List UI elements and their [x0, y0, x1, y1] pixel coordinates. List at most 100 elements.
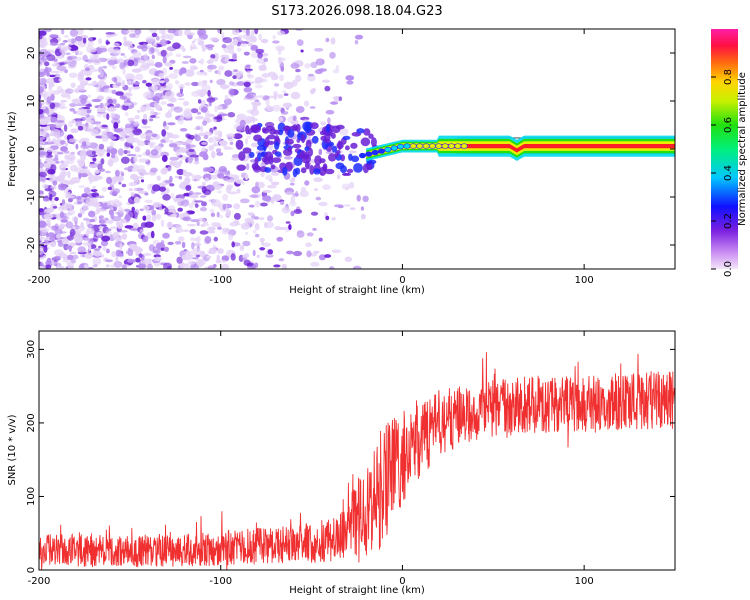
spectrogram-speckle-cell: [52, 157, 59, 162]
spectrogram-strong-cell: [304, 124, 312, 134]
spectrogram-speckle-cell: [134, 214, 138, 220]
spectrogram-speckle-cell: [235, 179, 244, 184]
spectrogram-speckle-cell: [271, 104, 282, 112]
spectrogram-speckle-cell: [77, 246, 86, 254]
spectrogram-speckle-cell: [60, 146, 68, 152]
spectrogram-speckle-cell: [54, 255, 62, 259]
spectrogram-speckle-cell: [119, 243, 123, 250]
spectrogram-speckle-cell: [178, 176, 183, 180]
spectrogram-speckle-cell: [360, 206, 364, 211]
spectrogram-speckle-cell: [92, 258, 102, 266]
spectrogram-speckle-cell: [320, 121, 327, 126]
spectrogram-speckle-cell: [222, 193, 229, 201]
spectrogram-y-tick-label: -20: [26, 237, 37, 253]
spectrogram-speckle-cell: [295, 68, 301, 73]
spectrogram-speckle-cell: [98, 152, 104, 157]
spectrogram-speckle-cell: [210, 54, 216, 59]
spectrogram-speckle-cell: [225, 170, 228, 177]
spectrogram-speckle-cell: [121, 80, 125, 88]
snr-y-tick-label: 300: [26, 340, 37, 359]
spectrogram-speckle-cell: [348, 150, 357, 154]
spectrogram-speckle-cell: [246, 163, 250, 171]
spectrogram-speckle-cell: [49, 102, 56, 110]
spectrogram-speckle-cell: [151, 184, 161, 192]
spectrogram-speckle-cell: [310, 61, 318, 69]
spectrogram-speckle-cell: [140, 179, 145, 183]
spectrogram-speckle-cell: [212, 143, 217, 147]
spectrogram-speckle-cell: [177, 207, 183, 212]
spectrogram-speckle-cell: [139, 132, 144, 140]
spectrogram-speckle-cell: [68, 120, 73, 128]
spectrogram-speckle-cell: [48, 190, 57, 197]
spectrogram-speckle-cell: [165, 112, 172, 119]
spectrogram-speckle-cell: [131, 68, 142, 73]
spectrogram-speckle-cell: [67, 262, 74, 269]
spectrogram-speckle-cell: [96, 47, 101, 55]
spectrogram-speckle-cell: [118, 230, 128, 233]
spectrogram-speckle-cell: [180, 141, 190, 146]
spectrogram-speckle-cell: [224, 94, 229, 100]
spectrogram-speckle-cell: [304, 180, 310, 186]
snr-series-line: [39, 352, 675, 570]
spectrogram-speckle-cell: [195, 115, 205, 120]
spectrogram-speckle-cell: [192, 248, 201, 253]
spectrogram-speckle-cell: [217, 29, 222, 34]
snr-y-tick-label: 200: [26, 413, 37, 432]
spectrogram-strong-cell: [323, 138, 331, 144]
spectrogram-speckle-cell: [70, 128, 79, 133]
spectrogram-speckle-cell: [107, 59, 117, 66]
spectrogram-speckle-cell: [145, 103, 149, 108]
spectrogram-speckle-cell: [216, 148, 222, 154]
spectrogram-speckle-cell: [181, 61, 189, 64]
spectrogram-speckle-cell: [39, 242, 44, 246]
spectrogram-speckle-cell: [148, 47, 155, 55]
spectrogram-speckle-cell: [348, 181, 355, 189]
spectrogram-speckle-cell: [74, 235, 83, 244]
spectrogram-strong-cell: [253, 134, 263, 142]
spectrogram-speckle-cell: [289, 182, 295, 186]
spectrogram-speckle-cell: [174, 241, 182, 245]
spectrogram-speckle-cell: [290, 210, 295, 217]
spectrogram-speckle-cell: [349, 207, 356, 211]
spectrogram-speckle-cell: [120, 53, 125, 56]
spectrogram-speckle-cell: [300, 186, 306, 192]
spectrogram-speckle-cell: [118, 136, 123, 140]
spectrogram-speckle-cell: [221, 263, 230, 269]
spectrogram-speckle-cell: [109, 190, 118, 196]
spectrogram-speckle-cell: [162, 56, 167, 64]
spectrogram-speckle-cell: [198, 99, 202, 104]
snr-x-tick-label: -200: [28, 576, 51, 587]
spectrogram-speckle-cell: [203, 134, 209, 140]
spectrogram-speckle-cell: [164, 62, 173, 67]
spectrogram-speckle-cell: [43, 213, 54, 220]
snr-panel: -200 -100 0 100 0 100 200 300 Height of straigh…: [7, 330, 676, 596]
spectrogram-speckle-cell: [54, 197, 59, 201]
spectrogram-speckle-cell: [204, 177, 210, 182]
spectrogram-speckle-cell: [69, 103, 77, 107]
spectrogram-speckle-cell: [325, 215, 330, 221]
spectrogram-speckle-cell: [81, 141, 87, 147]
spectrogram-speckle-cell: [277, 48, 282, 56]
spectrogram-speckle-cell: [274, 83, 280, 87]
spectrogram-speckle-cell: [272, 90, 279, 97]
spectrogram-speckle-cell: [307, 73, 315, 77]
snr-y-axis-label: SNR (10 * v/v): [7, 414, 18, 485]
spectrogram-speckle-cell: [69, 152, 75, 156]
spectrogram-speckle-cell: [106, 228, 112, 232]
spectrogram-speckle-cell: [104, 230, 112, 237]
colorbar-ticks: 0.0 0.2 0.4 0.6 0.8: [711, 69, 734, 277]
spectrogram-speckle-cell: [283, 93, 289, 96]
spectrogram-strong-cell: [270, 164, 276, 170]
spectrogram-speckle-cell: [52, 180, 58, 186]
spectrogram-speckle-cell: [134, 196, 141, 204]
spectrogram-speckle-cell: [279, 74, 284, 82]
spectrogram-speckle-cell: [343, 204, 351, 207]
spectrogram-speckle-cell: [69, 251, 77, 255]
spectrogram-speckle-cell: [116, 253, 124, 257]
spectrogram-speckle-cell: [306, 250, 312, 258]
spectrogram-speckle-cell: [244, 220, 255, 228]
spectrogram-speckle-cell: [66, 235, 74, 241]
spectrogram-speckle-cell: [206, 60, 214, 64]
spectrogram-speckle-cell: [214, 128, 218, 136]
spectrogram-speckle-cell: [250, 30, 255, 37]
